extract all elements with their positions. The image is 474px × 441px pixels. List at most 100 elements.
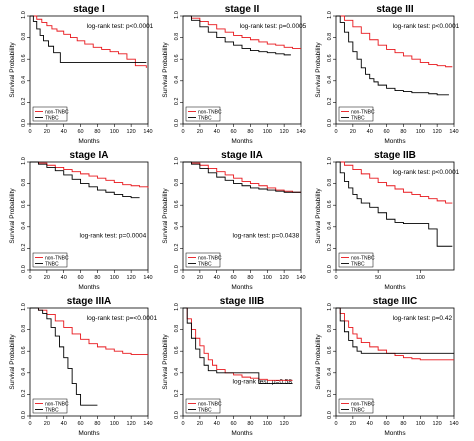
y-tick-label: 0.2 [21, 244, 27, 252]
x-tick-label: 60 [78, 275, 84, 281]
y-axis-label: Survival Probability [9, 334, 16, 390]
x-tick-label: 100 [110, 275, 119, 281]
x-tick-label: 20 [197, 275, 203, 281]
panel-title: stage IIA [221, 150, 263, 161]
y-tick-label: 0.2 [174, 98, 180, 106]
km-curve-non-tnbc [336, 15, 453, 68]
y-tick-label: 0.0 [21, 411, 27, 419]
x-tick-label: 60 [78, 129, 84, 135]
x-tick-label: 60 [231, 129, 237, 135]
y-tick-label: 0.6 [327, 200, 333, 208]
plot-frame [335, 307, 455, 417]
y-tick-label: 1.0 [174, 303, 180, 311]
logrank-annotation: log-rank test: p=0.0004 [80, 233, 147, 240]
x-tick-label: 100 [416, 129, 425, 135]
y-tick-label: 0.0 [327, 265, 333, 273]
x-tick-label: 0 [181, 421, 184, 427]
y-tick-label: 0.2 [327, 244, 333, 252]
y-tick-label: 0.8 [21, 179, 27, 187]
y-tick-label: 0.0 [174, 411, 180, 419]
y-tick-label: 0.6 [21, 346, 27, 354]
y-axis-label: Survival Probability [162, 334, 169, 390]
panel-title: stage IIIA [67, 296, 111, 307]
logrank-annotation: log-rank test: p=0.58 [233, 379, 293, 386]
x-tick-label: 60 [384, 129, 390, 135]
y-tick-label: 1.0 [327, 157, 333, 165]
legend-label-non-tnbc: non-TNBC [351, 109, 375, 115]
x-tick-label: 140 [296, 129, 305, 135]
y-tick-label: 0.4 [327, 222, 333, 230]
legend-label-tnbc: TNBC [351, 115, 365, 121]
y-tick-label: 0.8 [327, 325, 333, 333]
x-tick-label: 20 [197, 421, 203, 427]
panel-title: stage I [73, 4, 105, 15]
legend-label-tnbc: TNBC [198, 261, 212, 267]
y-tick-label: 0.4 [174, 76, 180, 84]
x-tick-label: 0 [28, 129, 31, 135]
y-tick-label: 0.8 [21, 33, 27, 41]
legend-label-non-tnbc: non-TNBC [351, 255, 375, 261]
km-curve-tnbc [183, 307, 293, 385]
y-tick-label: 1.0 [21, 11, 27, 19]
km-curve-tnbc [336, 15, 449, 96]
legend-label-non-tnbc: non-TNBC [198, 109, 222, 115]
km-curve-tnbc [30, 15, 147, 63]
x-tick-label: 0 [334, 421, 337, 427]
y-tick-label: 0.0 [21, 265, 27, 273]
x-tick-label: 100 [416, 275, 425, 281]
x-tick-label: 0 [28, 275, 31, 281]
y-tick-label: 0.6 [174, 200, 180, 208]
y-axis-label: Survival Probability [9, 188, 16, 244]
plot-frame [182, 307, 302, 417]
km-curve-tnbc [30, 161, 140, 199]
y-axis-label: Survival Probability [162, 42, 169, 98]
y-tick-label: 0.8 [174, 179, 180, 187]
panel-title: stage IIIB [220, 296, 264, 307]
y-axis-label: Survival Probability [162, 188, 169, 244]
km-curve-non-tnbc [183, 161, 301, 193]
y-tick-label: 1.0 [327, 303, 333, 311]
x-tick-label: 20 [350, 129, 356, 135]
y-tick-label: 0.0 [21, 119, 27, 127]
x-axis-label: Months [78, 430, 100, 437]
y-tick-label: 0.6 [174, 54, 180, 62]
x-tick-label: 0 [28, 421, 31, 427]
panel-title: stage IIB [374, 150, 416, 161]
km-curve-tnbc [183, 161, 301, 193]
x-tick-label: 80 [94, 421, 100, 427]
panel-title: stage III [376, 4, 413, 15]
y-tick-label: 0.4 [21, 76, 27, 84]
y-tick-label: 0.8 [21, 325, 27, 333]
logrank-annotation: log-rank test: p<0.0001 [393, 169, 460, 176]
y-axis-label: Survival Probability [315, 334, 322, 390]
km-curve-non-tnbc [183, 307, 293, 381]
logrank-annotation: log-rank test: p<0.0001 [393, 23, 460, 30]
km-panel-7: stage IIIA 0.0 0.2 0.4 0.6 0.8 1.0 0 20 40 60 80 100… [9, 296, 157, 437]
legend-label-tnbc: TNBC [351, 407, 365, 413]
y-tick-label: 0.6 [174, 346, 180, 354]
x-tick-label: 60 [78, 421, 84, 427]
x-tick-label: 20 [44, 421, 50, 427]
y-tick-label: 0.0 [174, 265, 180, 273]
x-tick-label: 60 [384, 421, 390, 427]
km-curve-non-tnbc [336, 161, 453, 204]
x-tick-label: 140 [296, 275, 305, 281]
km-curve-non-tnbc [30, 307, 148, 355]
x-tick-label: 0 [334, 275, 337, 281]
y-tick-label: 0.6 [21, 200, 27, 208]
plot-frame [29, 15, 149, 125]
x-tick-label: 140 [143, 421, 152, 427]
x-tick-label: 100 [263, 275, 272, 281]
x-tick-label: 80 [94, 129, 100, 135]
x-axis-label: Months [384, 138, 406, 145]
x-tick-label: 60 [231, 275, 237, 281]
km-curve-tnbc [336, 161, 453, 247]
y-tick-label: 0.8 [174, 33, 180, 41]
x-tick-label: 140 [143, 129, 152, 135]
x-tick-label: 40 [61, 421, 67, 427]
